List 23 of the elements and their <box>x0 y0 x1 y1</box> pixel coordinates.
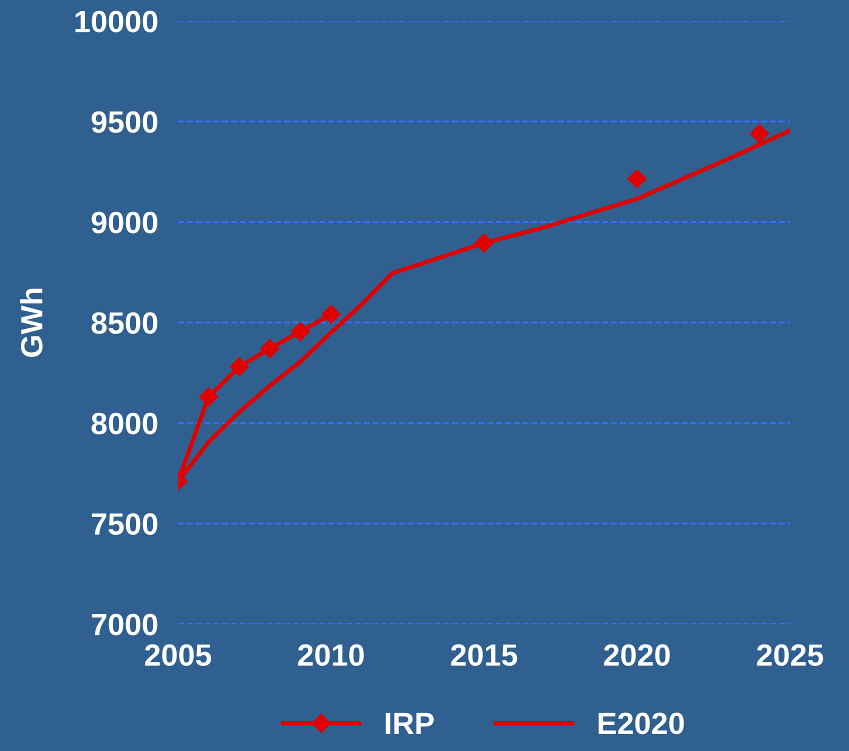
y-tick-label: 8000 <box>92 412 158 434</box>
legend-label: E2020 <box>598 712 684 734</box>
x-tick-label: 2010 <box>298 644 364 666</box>
point <box>750 124 769 144</box>
x-tick-label: 2025 <box>757 644 824 666</box>
y-tick-label: 9500 <box>92 111 158 133</box>
x-tick-label: 2020 <box>604 644 670 666</box>
point <box>627 169 647 188</box>
x-tick-label: 2015 <box>451 644 518 666</box>
x-tick-label: 2005 <box>145 644 212 666</box>
point <box>290 322 310 342</box>
point <box>474 234 494 253</box>
y-tick-label: 7500 <box>92 513 158 535</box>
point <box>230 357 249 376</box>
point <box>260 339 280 358</box>
y-tick-label: 7000 <box>92 614 158 636</box>
y-axis-title: GWh <box>20 288 43 357</box>
legend-label: IRP <box>386 712 434 734</box>
y-tick-label: 9000 <box>92 212 158 234</box>
point <box>321 304 341 324</box>
point <box>199 387 218 406</box>
y-tick-label: 8500 <box>92 312 158 334</box>
y-tick-label: 10000 <box>76 10 158 32</box>
